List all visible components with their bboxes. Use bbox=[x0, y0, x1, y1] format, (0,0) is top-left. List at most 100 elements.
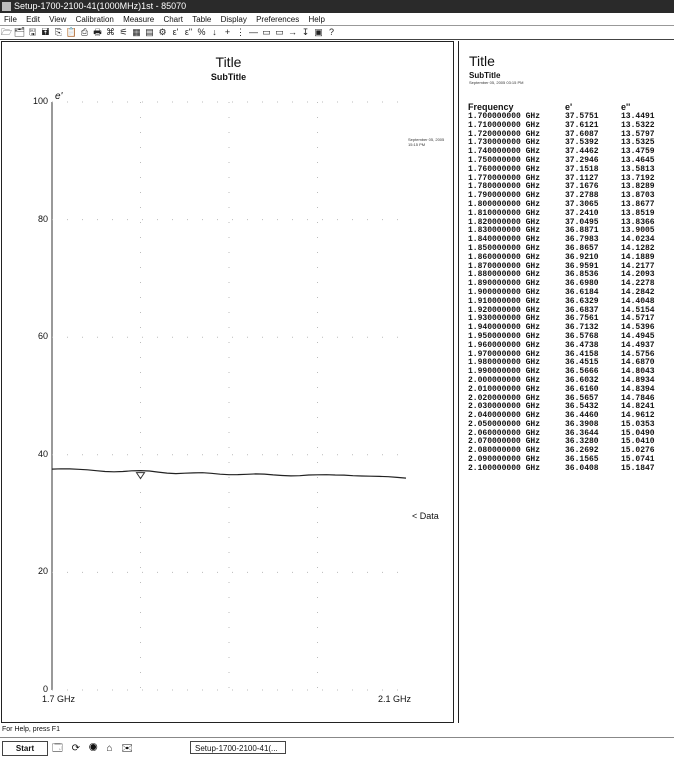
e-prime-icon[interactable]: ε' bbox=[172, 27, 179, 37]
frequency-cell: 1.980000000 GHz bbox=[468, 358, 541, 368]
table-row: 1.950000000 GHz 36.5768 14.4945 bbox=[468, 332, 661, 342]
status-bar: For Help, press F1 bbox=[0, 723, 674, 737]
marker-right-icon[interactable]: → bbox=[288, 27, 297, 37]
print-icon[interactable]: ⎙ bbox=[80, 27, 89, 37]
e-double-prime-cell: 15.1847 bbox=[621, 463, 655, 473]
e-double-prime-cell: 13.8289 bbox=[621, 182, 655, 192]
plus-icon[interactable]: + bbox=[224, 27, 231, 37]
menu-view[interactable]: View bbox=[49, 15, 67, 24]
y-tick-label: 20 bbox=[37, 566, 48, 577]
marker-down-icon[interactable]: ↧ bbox=[301, 27, 310, 37]
y-tick-label: 60 bbox=[37, 331, 48, 342]
header-e-double-prime: e'' bbox=[621, 102, 631, 113]
header-frequency: Frequency bbox=[468, 102, 514, 113]
chart-plot-area[interactable] bbox=[2, 42, 453, 722]
menu-help[interactable]: Help bbox=[308, 15, 325, 24]
menu-measure[interactable]: Measure bbox=[123, 15, 155, 24]
help-icon[interactable]: ? bbox=[328, 27, 334, 37]
frequency-cell: 2.100000000 GHz bbox=[468, 463, 541, 473]
frequency-cell: 1.960000000 GHz bbox=[468, 340, 541, 350]
menu-preferences[interactable]: Preferences bbox=[256, 15, 300, 24]
frequency-cell: 1.710000000 GHz bbox=[468, 120, 541, 130]
help-book-icon[interactable]: ▣ bbox=[314, 27, 323, 37]
window-title: Setup-1700-2100-41(1000MHz)1st - 85070 bbox=[14, 1, 187, 11]
table-row: 1.710000000 GHz 37.6121 13.5322 bbox=[468, 120, 661, 131]
e-prime-cell: 36.0408 bbox=[565, 463, 599, 473]
menu-edit[interactable]: Edit bbox=[26, 15, 40, 24]
paste-icon[interactable]: 📋 bbox=[65, 27, 78, 37]
table-header-row: Frequency e' e'' bbox=[468, 102, 661, 113]
menu-calibration[interactable]: Calibration bbox=[75, 15, 114, 24]
table-row: 1.920000000 GHz 36.6837 14.5154 bbox=[468, 306, 661, 316]
frequency-cell: 1.940000000 GHz bbox=[468, 323, 541, 333]
autoscale-icon[interactable]: ▭ bbox=[275, 27, 284, 37]
table-row: 1.730000000 GHz 37.5392 13.5325 bbox=[468, 139, 661, 148]
table-row: 1.820000000 GHz 37.0495 13.8366 bbox=[468, 217, 661, 228]
e-double-prime-cell: 13.4491 bbox=[621, 112, 655, 121]
e-double-prime-cell: 13.5325 bbox=[621, 138, 655, 148]
e-prime-cell: 37.6121 bbox=[565, 120, 599, 130]
chart-date: September 05, 2005 15:15 PM bbox=[408, 137, 445, 147]
e-double-prime-cell: 14.8043 bbox=[621, 367, 655, 377]
table-row: 1.700000000 GHz 37.5751 13.4491 bbox=[468, 112, 661, 122]
menu-table[interactable]: Table bbox=[192, 15, 212, 24]
print-preview-icon[interactable]: 🖶 bbox=[93, 27, 102, 37]
copy-icon[interactable]: ⎘ bbox=[54, 27, 63, 37]
e-prime-cell: 37.4462 bbox=[565, 147, 599, 157]
minus-icon[interactable]: — bbox=[249, 27, 258, 37]
arrow-icon[interactable]: ↓ bbox=[212, 27, 217, 37]
frequency-cell: 1.890000000 GHz bbox=[468, 279, 541, 289]
y-axis-label: e' bbox=[55, 91, 63, 102]
chart-subtitle: SubTitle bbox=[210, 72, 247, 82]
open-folder-icon[interactable]: 🗂 bbox=[13, 27, 26, 37]
e-double-prime-cell: 14.8934 bbox=[621, 375, 655, 385]
measure-icon[interactable]: ⌘ bbox=[106, 27, 115, 37]
options-icon[interactable]: ⚙ bbox=[158, 27, 167, 37]
table-row: 1.830000000 GHz 36.8871 13.9005 bbox=[468, 227, 661, 236]
frequency-cell: 1.780000000 GHz bbox=[468, 182, 541, 192]
cursor-icon[interactable]: ⋮ bbox=[236, 27, 245, 37]
quick-launch-icons[interactable]: 🗔 ⟳ ◉ ⌂ ✉ bbox=[52, 743, 137, 754]
taskbar-item-setup[interactable]: Setup-1700-2100-41(... bbox=[190, 741, 286, 754]
e-prime-cell: 36.4738 bbox=[565, 340, 599, 350]
e-double-prime-cell: 14.9612 bbox=[621, 411, 655, 421]
e-prime-cell: 36.5657 bbox=[565, 393, 599, 403]
e-prime-cell: 37.1127 bbox=[565, 173, 599, 183]
frequency-cell: 2.060000000 GHz bbox=[468, 428, 541, 438]
e-prime-cell: 37.0495 bbox=[565, 217, 599, 227]
table-row: 1.870000000 GHz 36.9591 14.2177 bbox=[468, 261, 661, 272]
marker-triangle[interactable] bbox=[135, 472, 146, 480]
e-double-prime-cell: 13.8519 bbox=[621, 208, 655, 218]
calibrate-icon[interactable]: ⚟ bbox=[119, 27, 128, 37]
open-icon[interactable]: 🗁 bbox=[0, 27, 13, 37]
table-row: 1.890000000 GHz 36.6980 14.2278 bbox=[468, 279, 661, 289]
frequency-cell: 1.730000000 GHz bbox=[468, 138, 541, 148]
e-double-prime-cell: 14.4937 bbox=[621, 340, 655, 350]
table-icon[interactable]: ▤ bbox=[145, 27, 154, 37]
scale-icon[interactable]: ▭ bbox=[262, 27, 271, 37]
table-row: 1.800000000 GHz 37.3065 13.8677 bbox=[468, 200, 661, 210]
e-double-prime-icon[interactable]: ε" bbox=[184, 27, 193, 37]
menu-display[interactable]: Display bbox=[220, 15, 247, 24]
e-prime-cell: 36.9591 bbox=[565, 261, 599, 271]
table-row: 1.910000000 GHz 36.6329 14.4048 bbox=[468, 296, 661, 307]
menu-chart[interactable]: Chart bbox=[163, 15, 183, 24]
table-row: 2.100000000 GHz 36.0408 15.1847 bbox=[468, 463, 661, 474]
chart-icon[interactable]: ▦ bbox=[132, 27, 141, 37]
e-double-prime-cell: 14.4048 bbox=[621, 296, 655, 306]
loss-tangent-icon[interactable]: % bbox=[197, 27, 206, 37]
frequency-cell: 1.880000000 GHz bbox=[468, 270, 541, 280]
e-double-prime-cell: 13.8366 bbox=[621, 217, 655, 227]
header-e-prime: e' bbox=[565, 102, 573, 113]
save-icon[interactable]: 🖫 bbox=[28, 27, 37, 37]
e-double-prime-cell: 14.2177 bbox=[621, 261, 655, 271]
e-double-prime-cell: 15.0741 bbox=[621, 455, 655, 465]
start-button[interactable]: Start bbox=[2, 741, 48, 756]
e-double-prime-cell: 13.9005 bbox=[621, 226, 655, 236]
series-line-data[interactable] bbox=[51, 468, 407, 479]
menu-file[interactable]: File bbox=[4, 15, 17, 24]
save-as-icon[interactable]: 🖬 bbox=[41, 27, 50, 37]
x-tick-label: 1.7 GHz bbox=[42, 694, 76, 704]
table-date: September 05, 2005 03:15 PM bbox=[469, 80, 524, 85]
e-prime-cell: 36.6329 bbox=[565, 296, 599, 306]
